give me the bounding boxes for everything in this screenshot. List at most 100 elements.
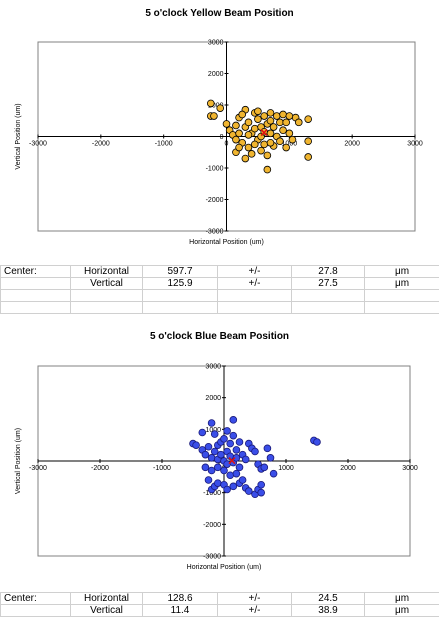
yellow-data-point <box>266 129 275 138</box>
blue-x-tick-label: 2000 <box>340 465 356 472</box>
blue-data-point <box>257 488 266 497</box>
yellow-x-tick-label: 1000 <box>282 141 298 148</box>
yellow-data-point <box>282 143 290 152</box>
center-value: 11.4 <box>142 604 218 617</box>
yellow-data-point <box>285 112 294 120</box>
yellow-y-tick-label: 0 <box>220 134 224 141</box>
yellow-data-point <box>263 165 272 174</box>
yellow-x-tick-label: -2000 <box>92 141 110 148</box>
blue-data-point <box>217 450 225 459</box>
yellow-data-point <box>279 110 287 119</box>
yellow-data-point <box>304 137 312 146</box>
blue-data-point <box>226 471 235 480</box>
blue-data-point <box>220 435 228 443</box>
blue-x-axis-title: Horizontal Position (um) <box>187 564 262 571</box>
yellow-data-point <box>285 129 294 138</box>
error-value: 38.9 <box>291 604 365 617</box>
empty-cell <box>291 301 365 314</box>
yellow-center-marker <box>260 129 268 137</box>
yellow-data-point <box>241 154 250 163</box>
plus-minus: +/- <box>217 592 292 605</box>
chart-yellow-plot: -3000 -2000 -1000 0 1000 2000 3000 3000 2000 1000… <box>15 40 423 247</box>
error-value: 24.5 <box>291 592 365 605</box>
yellow-x-tick-label: -3000 <box>29 141 47 148</box>
blue-data-point <box>226 439 235 448</box>
yellow-data-point <box>232 135 240 144</box>
direction-label: Vertical <box>70 277 143 290</box>
table-row <box>0 289 439 302</box>
blue-center-marker <box>228 457 236 465</box>
blue-data-point <box>235 463 244 472</box>
unit-label: μm <box>364 604 439 617</box>
blue-data-point <box>223 427 231 435</box>
unit-label: μm <box>364 592 439 605</box>
blue-x-tick-label: -2000 <box>91 465 109 472</box>
yellow-data-point <box>282 118 290 127</box>
blue-data-point <box>201 450 210 459</box>
blue-data-point <box>232 446 241 454</box>
error-value: 27.8 <box>291 265 365 278</box>
yellow-data-point <box>288 135 297 144</box>
yellow-data-point <box>235 143 243 152</box>
blue-x-tick-label: -3000 <box>29 465 47 472</box>
blue-data-point <box>204 476 213 484</box>
table-row: Vertical 125.9 +/- 27.5 μm <box>0 277 439 290</box>
blue-data-point <box>214 463 222 472</box>
empty-cell <box>217 301 292 314</box>
yellow-data-point <box>222 120 231 128</box>
yellow-data-point <box>254 115 262 123</box>
empty-cell <box>0 301 71 314</box>
blue-data-point <box>269 469 278 478</box>
blue-data-point <box>229 431 238 440</box>
blue-data-point <box>257 480 266 489</box>
chart-title-yellow: 5 o'clock Yellow Beam Position <box>145 8 294 19</box>
empty-cell <box>0 604 71 617</box>
unit-label: μm <box>364 277 439 290</box>
center-table-blue: Center: Horizontal 128.6 +/- 24.5 μm Ver… <box>0 592 439 617</box>
yellow-data-point <box>244 143 253 152</box>
blue-data-point <box>238 476 247 484</box>
yellow-data-point <box>266 116 275 125</box>
empty-cell <box>291 289 365 302</box>
blue-data-point <box>241 455 250 464</box>
blue-data-point <box>207 454 216 462</box>
yellow-data-point <box>257 146 265 155</box>
yellow-data-point <box>304 153 312 161</box>
yellow-y-axis-title: Vertical Position (um) <box>15 103 22 169</box>
blue-data-point <box>263 444 272 453</box>
yellow-data-point <box>247 150 256 158</box>
center-value: 597.7 <box>142 265 218 278</box>
yellow-data-point <box>263 151 272 160</box>
yellow-data-point <box>304 115 312 123</box>
blue-data-point <box>214 479 222 487</box>
blue-y-tick-label: -2000 <box>203 522 221 529</box>
yellow-x-axis-title: Horizontal Position (um) <box>189 239 264 246</box>
table-row: Center: Horizontal 128.6 +/- 24.5 μm <box>0 592 439 605</box>
blue-data-point <box>207 466 216 475</box>
center-table-yellow: Center: Horizontal 597.7 +/- 27.8 μm Ver… <box>0 265 439 314</box>
blue-data-point <box>251 447 259 456</box>
yellow-x-tick-label: -1000 <box>155 141 173 148</box>
empty-cell <box>142 289 218 302</box>
yellow-data-point <box>272 112 281 120</box>
plus-minus: +/- <box>217 277 292 290</box>
blue-data-point <box>204 442 213 451</box>
blue-data-point <box>223 460 231 468</box>
table-row <box>0 301 439 314</box>
yellow-y-tick-label: 3000 <box>208 40 224 47</box>
yellow-data-point <box>254 107 262 116</box>
empty-cell <box>0 289 71 302</box>
chart-title-blue: 5 o'clock Blue Beam Position <box>149 331 290 342</box>
center-value: 128.6 <box>142 592 218 605</box>
yellow-y-tick-label: -3000 <box>206 229 224 236</box>
yellow-x-tick-label: 2000 <box>344 141 360 148</box>
direction-label: Horizontal <box>70 265 143 278</box>
yellow-data-point <box>216 104 225 112</box>
center-label: Center: <box>0 265 71 278</box>
direction-label: Horizontal <box>70 592 143 605</box>
blue-data-point <box>245 487 253 495</box>
center-value: 125.9 <box>142 277 218 290</box>
blue-data-point <box>235 438 244 446</box>
yellow-x-tick-label: 0 <box>225 141 229 148</box>
table-row: Center: Horizontal 597.7 +/- 27.8 μm <box>0 265 439 278</box>
